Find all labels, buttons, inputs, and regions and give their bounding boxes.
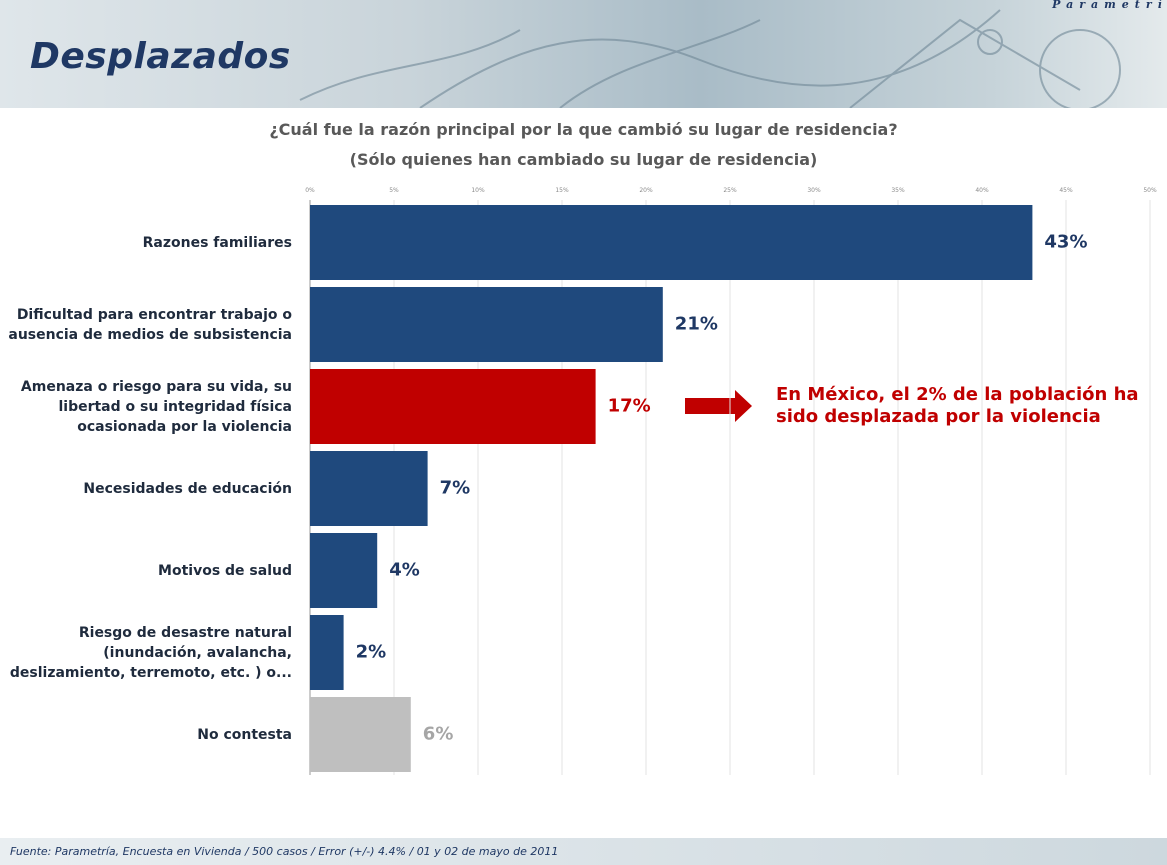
category-label: Amenaza o riesgo para su vida, su libert…	[20, 378, 292, 435]
x-tick-label: 50%	[1143, 187, 1157, 194]
bar	[310, 615, 344, 690]
chart-title: ¿Cuál fue la razón principal por la que …	[269, 120, 898, 139]
header-art	[299, 9, 1121, 108]
value-label: 21%	[675, 314, 718, 335]
value-label: 43%	[1044, 232, 1087, 253]
value-label: 2%	[356, 642, 387, 663]
header: Desplazados Parametría	[0, 0, 1167, 108]
category-label: Riesgo de desastre natural (inundación, …	[9, 624, 292, 681]
x-tick-label: 10%	[471, 187, 485, 194]
category-label: Motivos de salud	[158, 562, 292, 579]
x-tick-label: 45%	[1059, 187, 1073, 194]
category-label: Dificultad para encontrar trabajo o ause…	[8, 306, 292, 343]
source: Fuente: Parametría, Encuesta en Vivienda…	[10, 845, 559, 858]
x-tick-label: 15%	[555, 187, 569, 194]
arrow	[685, 390, 752, 422]
category-label: No contesta	[197, 726, 292, 743]
bar	[310, 533, 378, 608]
value-label: 17%	[608, 396, 651, 417]
x-tick-label: 20%	[639, 187, 653, 194]
value-label: 7%	[440, 478, 471, 499]
value-label: 4%	[389, 560, 420, 581]
chart-subtitle: (Sólo quienes han cambiado su lugar de r…	[349, 150, 818, 169]
x-tick-label: 35%	[891, 187, 905, 194]
title: Desplazados	[30, 36, 291, 77]
annotation: En México, el 2% de la población ha sido…	[776, 384, 1139, 427]
category-label: Razones familiares	[142, 234, 292, 251]
x-tick-label: 25%	[723, 187, 737, 194]
x-tick-label: 5%	[389, 187, 399, 194]
footer: Fuente: Parametría, Encuesta en Vivienda…	[0, 838, 1167, 865]
bar	[310, 697, 411, 772]
x-tick-label: 40%	[975, 187, 989, 194]
logo: Parametría	[1052, 0, 1167, 11]
bar	[310, 287, 663, 362]
x-tick-label: 30%	[807, 187, 821, 194]
bar	[310, 205, 1033, 280]
x-tick-label: 0%	[305, 187, 315, 194]
bar	[310, 369, 596, 444]
value-label: 6%	[423, 724, 454, 745]
bar	[310, 451, 428, 526]
category-label: Necesidades de educación	[83, 480, 292, 497]
